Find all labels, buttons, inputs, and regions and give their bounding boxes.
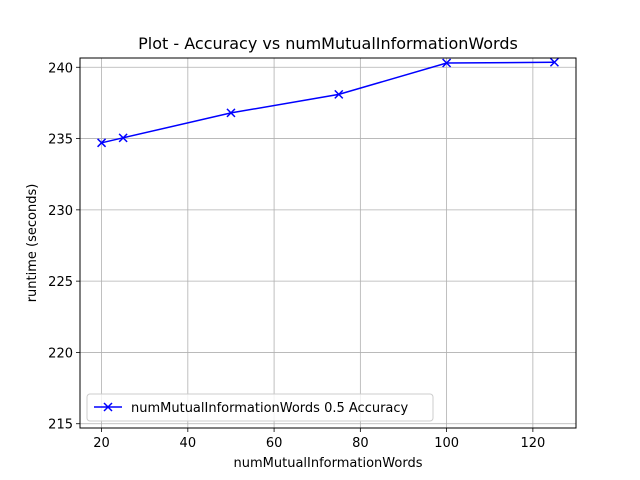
- legend-box: [86, 393, 434, 422]
- legend-label: numMutualInformationWords 0.5 Accuracy: [131, 401, 409, 416]
- x-tick-label: 100: [434, 436, 459, 451]
- grid-lines: [80, 58, 576, 428]
- data-point-marker: [226, 108, 236, 118]
- x-tick-label: 20: [93, 436, 110, 451]
- axes-frame: [79, 57, 577, 429]
- tick-marks-and-labels: 20 40 60 80 100 120 215 220 225 230 235 240: [48, 61, 545, 451]
- data-point-marker: [549, 57, 559, 67]
- y-tick-label: 240: [48, 61, 73, 76]
- y-tick-label: 225: [48, 275, 73, 290]
- x-tick-label: 120: [520, 436, 545, 451]
- legend-marker-swatch: [103, 402, 113, 412]
- data-point-marker: [118, 133, 128, 143]
- chart-title: Plot - Accuracy vs numMutualInformationW…: [138, 34, 518, 53]
- x-tick-label: 80: [352, 436, 369, 451]
- series-layer: [97, 57, 559, 148]
- x-axis-label: numMutualInformationWords: [234, 456, 423, 471]
- data-point-marker: [334, 89, 344, 99]
- plot-area: [80, 58, 576, 428]
- y-tick-label: 230: [48, 204, 73, 219]
- legend: numMutualInformationWords 0.5 Accuracy: [86, 393, 434, 422]
- y-tick-label: 220: [48, 346, 73, 361]
- y-tick-label: 215: [48, 418, 73, 433]
- y-axis-label: runtime (seconds): [25, 184, 40, 303]
- data-point-marker: [97, 138, 107, 148]
- y-tick-label: 235: [48, 133, 73, 148]
- x-tick-label: 60: [266, 436, 283, 451]
- x-tick-label: 40: [180, 436, 197, 451]
- data-point-marker: [442, 58, 452, 68]
- series-line: [101, 61, 555, 144]
